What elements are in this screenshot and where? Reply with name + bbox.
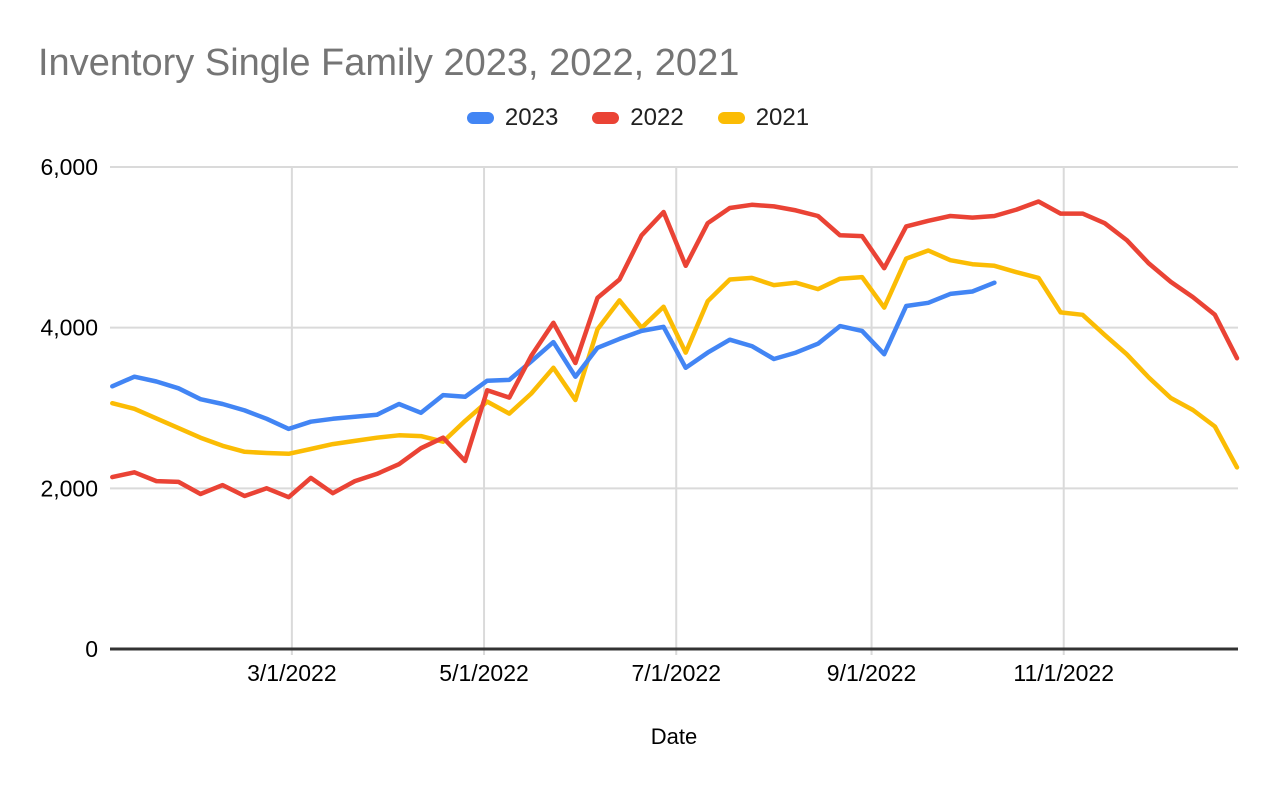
series-line-2023[interactable] (110, 280, 997, 432)
legend-item-2022[interactable]: 2022 (592, 104, 684, 131)
x-axis-title: Date (650, 724, 698, 749)
x-tick-label: 9/1/2022 (827, 660, 917, 686)
series-line-2021[interactable] (110, 248, 1240, 470)
legend-item-2023[interactable]: 2023 (466, 104, 559, 131)
legend-swatch-2022-icon (592, 112, 620, 124)
legend-label-2023: 2023 (504, 104, 559, 131)
series-line-2022[interactable] (110, 199, 1240, 500)
legend-swatch-2023-icon (466, 112, 494, 124)
x-tick-label: 3/1/2022 (247, 660, 337, 686)
legend-label-2022: 2022 (630, 104, 684, 131)
legend-label-2021: 2021 (755, 104, 810, 131)
y-tick-label: 0 (85, 636, 98, 662)
y-tick-label: 4,000 (40, 315, 98, 341)
legend: 2023 2022 2021 (0, 106, 1276, 130)
x-tick-label: 5/1/2022 (439, 660, 529, 686)
legend-swatch-2021-icon (717, 112, 745, 124)
legend-item-2021[interactable]: 2021 (717, 104, 810, 131)
chart-title: Inventory Single Family 2023, 2022, 2021 (38, 42, 740, 84)
x-tick-label: 7/1/2022 (631, 660, 721, 686)
y-tick-label: 2,000 (40, 475, 98, 501)
y-tick-label: 6,000 (40, 154, 98, 180)
x-tick-label: 11/1/2022 (1013, 660, 1114, 686)
